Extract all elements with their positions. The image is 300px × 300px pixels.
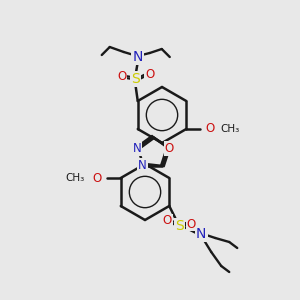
Text: O: O bbox=[206, 122, 215, 136]
Text: N: N bbox=[133, 50, 143, 64]
Text: O: O bbox=[92, 172, 101, 184]
Text: O: O bbox=[165, 142, 174, 154]
Text: N: N bbox=[132, 142, 141, 154]
Text: N: N bbox=[196, 227, 206, 241]
Text: CH₃: CH₃ bbox=[65, 173, 85, 183]
Text: O: O bbox=[117, 70, 126, 83]
Text: CH₃: CH₃ bbox=[220, 124, 239, 134]
Text: O: O bbox=[163, 214, 172, 227]
Text: O: O bbox=[145, 68, 154, 82]
Text: S: S bbox=[131, 72, 140, 86]
Text: S: S bbox=[175, 219, 184, 233]
Text: N: N bbox=[138, 159, 147, 172]
Text: O: O bbox=[187, 218, 196, 230]
